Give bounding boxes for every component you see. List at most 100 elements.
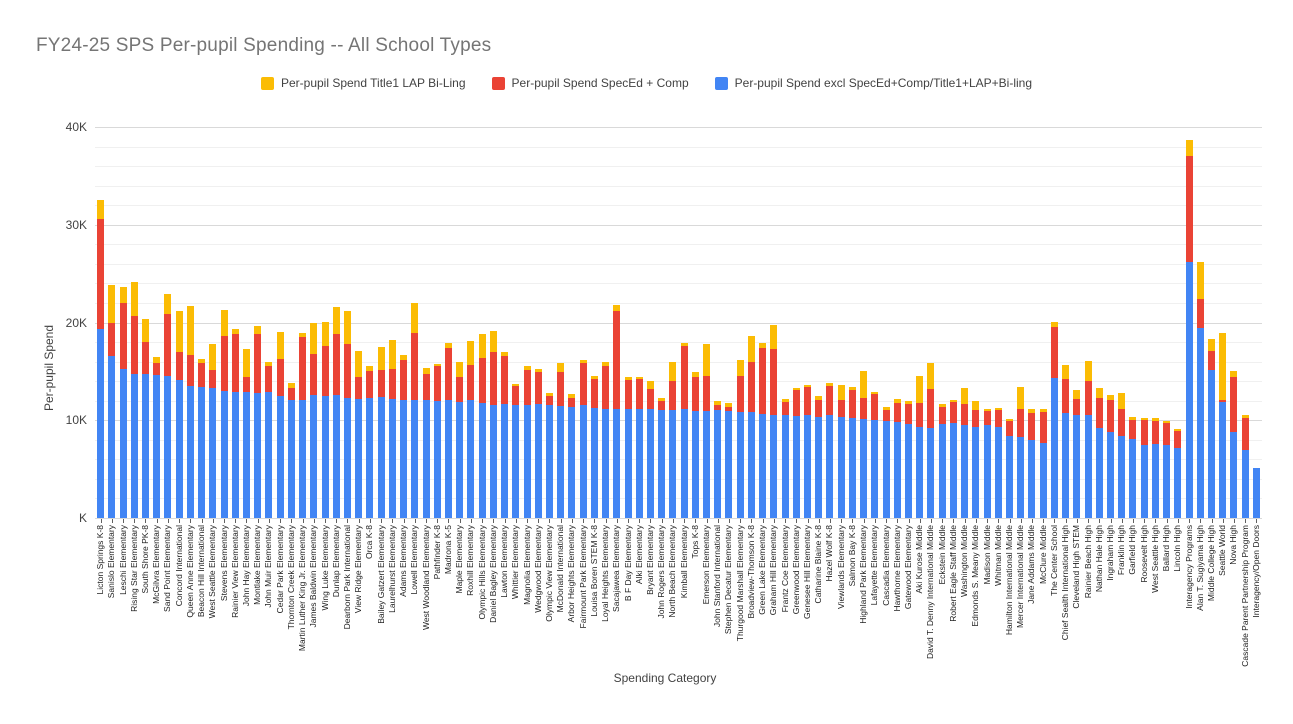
bar-segment[interactable] xyxy=(332,394,340,518)
bar-segment[interactable] xyxy=(972,410,980,428)
bar-segment[interactable] xyxy=(1196,299,1204,329)
bar-segment[interactable] xyxy=(254,326,262,335)
bar-segment[interactable] xyxy=(1062,364,1070,380)
bar-segment[interactable] xyxy=(175,380,183,518)
bar-segment[interactable] xyxy=(860,371,868,398)
bar-segment[interactable] xyxy=(164,313,172,377)
bar-segment[interactable] xyxy=(130,374,138,518)
bar-segment[interactable] xyxy=(343,397,351,518)
bar-segment[interactable] xyxy=(826,415,834,518)
bar-segment[interactable] xyxy=(489,351,497,405)
bar-segment[interactable] xyxy=(1151,421,1159,444)
bar-segment[interactable] xyxy=(736,359,744,377)
bar-segment[interactable] xyxy=(321,345,329,396)
bar-segment[interactable] xyxy=(916,376,924,403)
bar-segment[interactable] xyxy=(826,383,834,387)
bar-segment[interactable] xyxy=(119,369,127,518)
bar-segment[interactable] xyxy=(444,347,452,400)
bar-segment[interactable] xyxy=(624,408,632,518)
bar-segment[interactable] xyxy=(108,285,116,324)
bar-segment[interactable] xyxy=(994,427,1002,518)
bar-segment[interactable] xyxy=(534,372,542,404)
bar-segment[interactable] xyxy=(860,397,868,420)
bar-segment[interactable] xyxy=(602,366,610,409)
bar-segment[interactable] xyxy=(658,410,666,518)
bar-segment[interactable] xyxy=(1230,431,1238,518)
bar-segment[interactable] xyxy=(299,337,307,400)
bar-segment[interactable] xyxy=(994,410,1002,428)
bar-segment[interactable] xyxy=(579,362,587,405)
bar-segment[interactable] xyxy=(1050,378,1058,518)
bar-segment[interactable] xyxy=(871,391,879,394)
bar-segment[interactable] xyxy=(860,419,868,518)
bar-segment[interactable] xyxy=(916,427,924,518)
bar-segment[interactable] xyxy=(130,315,138,375)
bar-segment[interactable] xyxy=(1039,409,1047,413)
bar-segment[interactable] xyxy=(198,362,206,387)
bar-segment[interactable] xyxy=(1140,444,1148,518)
bar-segment[interactable] xyxy=(635,409,643,518)
bar-segment[interactable] xyxy=(265,391,273,518)
bar-segment[interactable] xyxy=(1241,415,1249,419)
bar-segment[interactable] xyxy=(321,321,329,346)
bar-segment[interactable] xyxy=(1050,321,1058,328)
bar-segment[interactable] xyxy=(680,345,688,410)
bar-segment[interactable] xyxy=(1208,350,1215,371)
bar-segment[interactable] xyxy=(1208,339,1215,351)
bar-segment[interactable] xyxy=(736,412,744,518)
bar-segment[interactable] xyxy=(972,400,980,411)
bar-segment[interactable] xyxy=(242,348,250,378)
bar-segment[interactable] xyxy=(714,404,722,411)
bar-segment[interactable] xyxy=(1062,379,1070,414)
bar-segment[interactable] xyxy=(905,424,913,518)
bar-segment[interactable] xyxy=(456,377,464,402)
bar-segment[interactable] xyxy=(938,424,946,518)
bar-segment[interactable] xyxy=(905,403,913,425)
bar-segment[interactable] xyxy=(489,331,497,352)
bar-segment[interactable] xyxy=(725,406,733,412)
bar-segment[interactable] xyxy=(299,333,307,338)
bar-segment[interactable] xyxy=(725,402,733,407)
bar-segment[interactable] xyxy=(770,325,778,349)
bar-segment[interactable] xyxy=(343,344,351,398)
bar-segment[interactable] xyxy=(1219,401,1227,518)
bar-segment[interactable] xyxy=(242,377,250,392)
bar-segment[interactable] xyxy=(781,398,789,402)
bar-segment[interactable] xyxy=(1095,387,1103,398)
bar-segment[interactable] xyxy=(927,362,935,389)
bar-segment[interactable] xyxy=(501,355,509,404)
bar-segment[interactable] xyxy=(826,386,834,416)
bar-segment[interactable] xyxy=(1174,429,1182,431)
bar-segment[interactable] xyxy=(1208,370,1215,518)
bar-segment[interactable] xyxy=(1129,417,1137,421)
bar-segment[interactable] xyxy=(400,359,408,400)
bar-segment[interactable] xyxy=(467,341,475,365)
bar-segment[interactable] xyxy=(568,393,576,398)
bar-segment[interactable] xyxy=(1107,399,1114,432)
bar-segment[interactable] xyxy=(1062,413,1070,518)
bar-segment[interactable] xyxy=(321,395,329,518)
bar-segment[interactable] xyxy=(1095,397,1103,429)
bar-segment[interactable] xyxy=(669,410,677,518)
bar-segment[interactable] xyxy=(254,334,262,393)
bar-segment[interactable] xyxy=(916,402,924,428)
bar-segment[interactable] xyxy=(97,218,105,330)
bar-segment[interactable] xyxy=(186,354,194,387)
bar-segment[interactable] xyxy=(1140,418,1148,421)
bar-segment[interactable] xyxy=(310,394,318,518)
bar-segment[interactable] xyxy=(1084,415,1092,518)
bar-segment[interactable] xyxy=(355,350,363,378)
bar-segment[interactable] xyxy=(209,370,217,388)
bar-segment[interactable] xyxy=(1073,389,1081,399)
bar-segment[interactable] xyxy=(1017,387,1025,410)
bar-segment[interactable] xyxy=(97,329,105,518)
bar-segment[interactable] xyxy=(512,384,520,387)
bar-segment[interactable] xyxy=(714,400,722,405)
bar-segment[interactable] xyxy=(287,399,295,518)
bar-segment[interactable] xyxy=(332,306,340,335)
bar-segment[interactable] xyxy=(680,409,688,518)
bar-segment[interactable] xyxy=(972,427,980,518)
bar-segment[interactable] xyxy=(1230,377,1238,432)
bar-segment[interactable] xyxy=(411,302,419,334)
bar-segment[interactable] xyxy=(624,377,632,381)
